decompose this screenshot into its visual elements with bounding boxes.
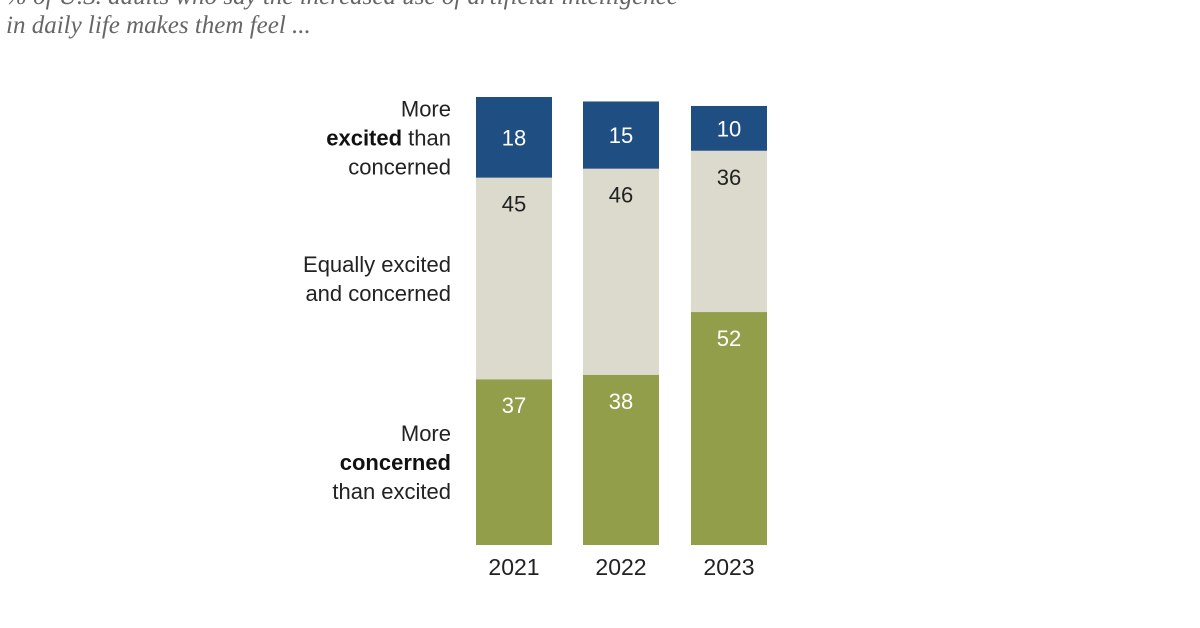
bar-segment-more-concerned-than-excited-2023 bbox=[691, 312, 767, 545]
value-label-more-concerned-than-excited-2021: 37 bbox=[502, 393, 526, 418]
value-label-equally-excited-and-concerned-2021: 45 bbox=[502, 192, 526, 217]
category-labels-group: More excited than concerned Equally excited… bbox=[303, 96, 451, 504]
chart-subtitle-line-2: in daily life makes them feel ... bbox=[6, 12, 311, 39]
series-label-part: excited bbox=[326, 125, 402, 150]
value-label-more-concerned-than-excited-2022: 38 bbox=[609, 389, 633, 414]
bar-segment-more-excited-than-concerned-2021 bbox=[476, 97, 552, 178]
series-label-part: More bbox=[401, 96, 451, 121]
value-label-more-excited-than-concerned-2021: 18 bbox=[502, 125, 526, 150]
x-tick-label-2021: 2021 bbox=[488, 554, 539, 580]
value-label-equally-excited-and-concerned-2023: 36 bbox=[717, 165, 741, 190]
x-tick-label-2023: 2023 bbox=[703, 554, 754, 580]
year-labels-group: 2021 2022 2023 bbox=[488, 554, 754, 580]
bar-segment-equally-excited-and-concerned-2023 bbox=[691, 150, 767, 313]
series-label-part: than bbox=[402, 125, 451, 150]
chart-subtitle: % of U.S. adults who say the increased u… bbox=[6, 0, 678, 40]
chart-subtitle-line-1: % of U.S. adults who say the increased u… bbox=[6, 0, 678, 11]
series-label-part: and concerned bbox=[305, 281, 451, 306]
series-label-part: concerned bbox=[348, 154, 451, 179]
value-label-equally-excited-and-concerned-2022: 46 bbox=[609, 183, 633, 208]
series-label-part: than excited bbox=[332, 479, 451, 504]
bar-segment-equally-excited-and-concerned-2022 bbox=[583, 168, 659, 375]
series-label-more-excited-than-concerned: More excited than concerned bbox=[326, 96, 451, 179]
x-tick-label-2022: 2022 bbox=[595, 554, 646, 580]
series-label-part: concerned bbox=[340, 450, 451, 475]
bar-segment-more-excited-than-concerned-2022 bbox=[583, 101, 659, 169]
bar-segment-more-excited-than-concerned-2023 bbox=[691, 105, 767, 151]
value-labels-group: 37 45 18 38 46 15 52 36 10 bbox=[502, 116, 741, 418]
value-label-more-excited-than-concerned-2023: 10 bbox=[717, 116, 741, 141]
series-label-part: Equally excited bbox=[303, 252, 451, 277]
value-label-more-concerned-than-excited-2023: 52 bbox=[717, 326, 741, 351]
value-label-more-excited-than-concerned-2022: 15 bbox=[609, 123, 633, 148]
series-label-equally-excited-and-concerned: Equally excited and concerned bbox=[303, 252, 451, 306]
bar-segment-more-concerned-than-excited-2021 bbox=[476, 379, 552, 545]
bar-segment-equally-excited-and-concerned-2021 bbox=[476, 177, 552, 380]
series-label-more-concerned-than-excited: More concerned than excited bbox=[332, 421, 451, 504]
bar-segment-more-concerned-than-excited-2022 bbox=[583, 374, 659, 545]
bars-group bbox=[476, 97, 767, 545]
series-label-part: More bbox=[401, 421, 451, 446]
